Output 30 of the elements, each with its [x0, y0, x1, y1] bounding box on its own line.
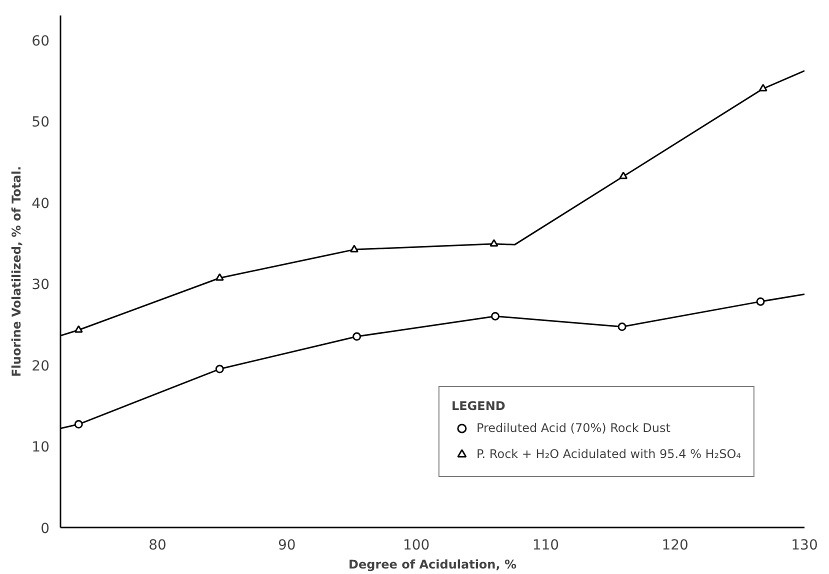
point: [352, 332, 362, 341]
x-tick-label: 90: [278, 538, 296, 554]
legend-label: Prediluted Acid (70%) Rock Dust: [476, 421, 670, 435]
point: [74, 325, 83, 333]
y-axis-title: Fluorine Volatilized, % of Total.: [10, 166, 24, 377]
x-tick-label: 80: [148, 538, 166, 554]
x-tick-label: 130: [791, 538, 818, 554]
y-tick-label: 30: [32, 277, 50, 294]
x-tick-label: 120: [662, 538, 688, 554]
point: [619, 172, 628, 180]
point: [350, 244, 358, 252]
y-tick-label: 0: [40, 521, 50, 537]
point: [74, 420, 83, 429]
y-tick-label: 10: [32, 440, 50, 456]
legend-label: P. Rock + H₂O Acidulated with 95.4 % H₂SO₄: [476, 447, 741, 461]
y-tick-label: 50: [32, 114, 50, 131]
point: [618, 322, 626, 332]
legend-title: LEGEND: [451, 399, 506, 413]
point: [756, 297, 765, 306]
point: [758, 84, 768, 92]
y-tick-label: 60: [32, 33, 50, 50]
point: [490, 239, 498, 247]
y-tick-label: 20: [32, 358, 50, 374]
point: [215, 273, 224, 281]
y-tick-label: 40: [32, 196, 50, 212]
x-axis-title: Degree of Acidulation, %: [348, 558, 516, 572]
x-tick-label: 100: [402, 538, 430, 554]
point: [491, 312, 500, 320]
point: [215, 364, 224, 374]
x-tick-label: 110: [532, 538, 560, 554]
